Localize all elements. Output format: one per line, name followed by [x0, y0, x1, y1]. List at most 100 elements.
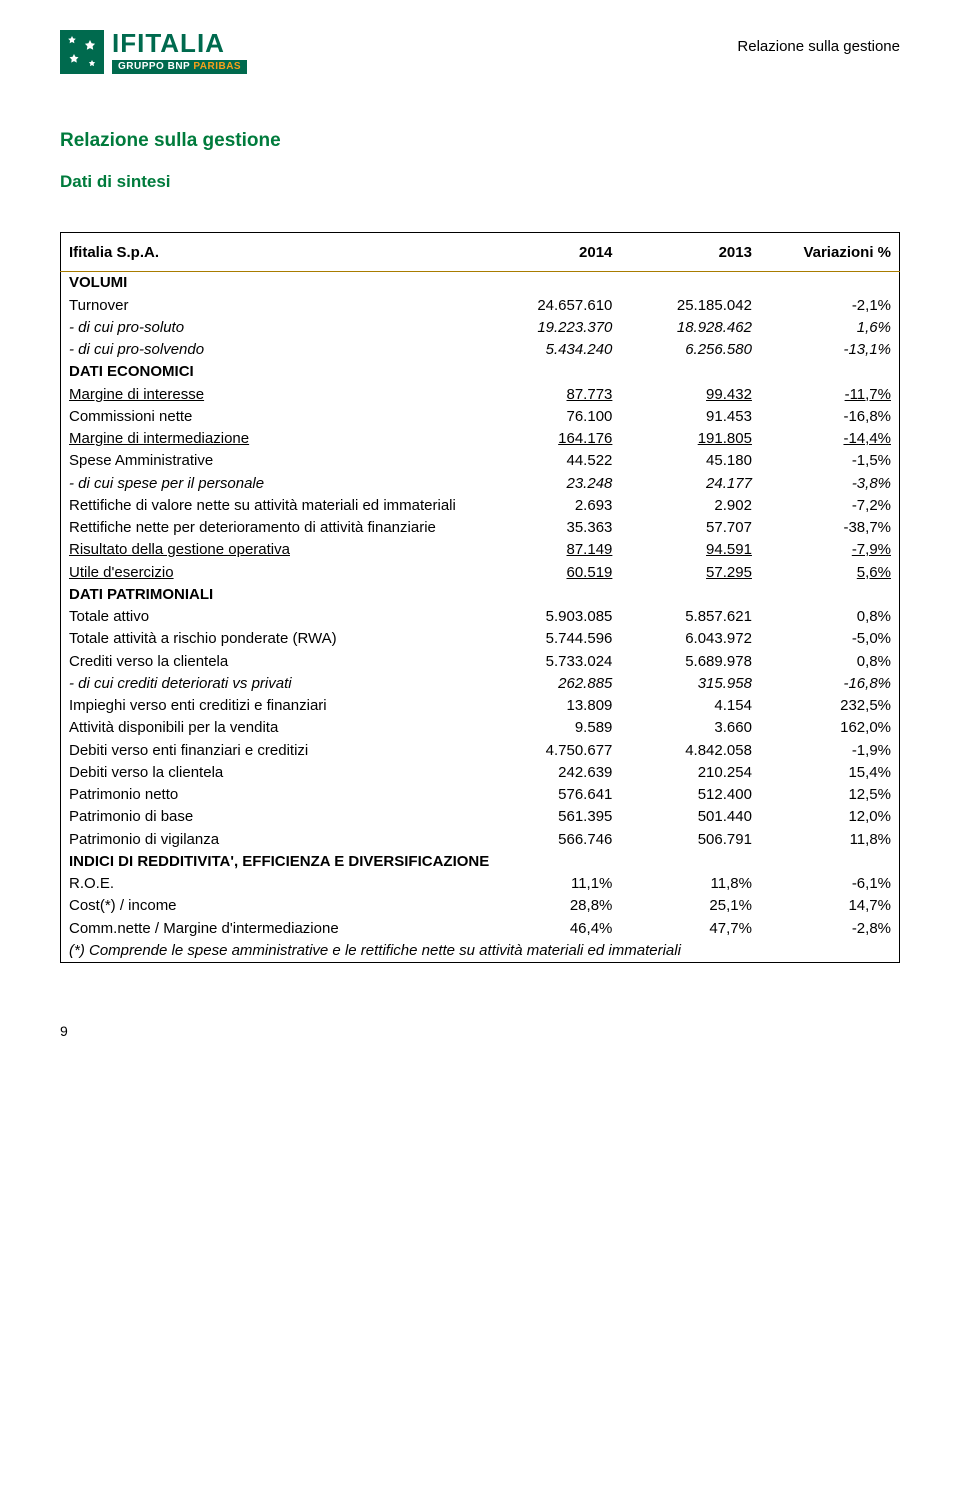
row-value: 24.177 — [620, 473, 760, 495]
row-value: 4.750.677 — [481, 740, 621, 762]
row-label: Comm.nette / Margine d'intermediazione — [61, 918, 481, 940]
section-title-row: VOLUMI — [61, 272, 900, 295]
table-row: R.O.E.11,1%11,8%-6,1% — [61, 873, 900, 895]
company-name: Ifitalia S.p.A. — [61, 233, 481, 272]
table-row: Totale attività a rischio ponderate (RWA… — [61, 628, 900, 650]
section-title: VOLUMI — [61, 272, 900, 295]
row-value: 0,8% — [760, 606, 900, 628]
row-value: 24.657.610 — [481, 295, 621, 317]
table-row: Debiti verso enti finanziari e creditizi… — [61, 740, 900, 762]
row-label: Margine di interesse — [61, 384, 481, 406]
table-row: Rettifiche nette per deterioramento di a… — [61, 517, 900, 539]
row-label: Turnover — [61, 295, 481, 317]
row-value: 162,0% — [760, 717, 900, 739]
row-value: 12,0% — [760, 806, 900, 828]
row-label: Crediti verso la clientela — [61, 651, 481, 673]
row-value: 4.154 — [620, 695, 760, 717]
row-value: 262.885 — [481, 673, 621, 695]
row-value: 45.180 — [620, 450, 760, 472]
table-row: Utile d'esercizio60.51957.2955,6% — [61, 562, 900, 584]
row-value: 47,7% — [620, 918, 760, 940]
table-row: Impieghi verso enti creditizi e finanzia… — [61, 695, 900, 717]
row-label: Risultato della gestione operativa — [61, 539, 481, 561]
row-label: - di cui crediti deteriorati vs privati — [61, 673, 481, 695]
row-value: 91.453 — [620, 406, 760, 428]
row-value: -16,8% — [760, 673, 900, 695]
row-value: 5.744.596 — [481, 628, 621, 650]
row-value: 57.707 — [620, 517, 760, 539]
row-value: 94.591 — [620, 539, 760, 561]
page-heading: Relazione sulla gestione — [60, 130, 900, 152]
table-row: - di cui crediti deteriorati vs privati2… — [61, 673, 900, 695]
table-row: Margine di intermediazione164.176191.805… — [61, 428, 900, 450]
table-row: Patrimonio di vigilanza566.746506.79111,… — [61, 829, 900, 851]
table-row: Risultato della gestione operativa87.149… — [61, 539, 900, 561]
table-row: Comm.nette / Margine d'intermediazione46… — [61, 918, 900, 940]
row-value: -7,2% — [760, 495, 900, 517]
table-row: Commissioni nette76.10091.453-16,8% — [61, 406, 900, 428]
row-value: 60.519 — [481, 562, 621, 584]
row-value: 12,5% — [760, 784, 900, 806]
row-label: Totale attivo — [61, 606, 481, 628]
row-value: 561.395 — [481, 806, 621, 828]
row-label: R.O.E. — [61, 873, 481, 895]
row-value: 13.809 — [481, 695, 621, 717]
table-row: Patrimonio di base561.395501.44012,0% — [61, 806, 900, 828]
table-row: Rettifiche di valore nette su attività m… — [61, 495, 900, 517]
row-value: 87.773 — [481, 384, 621, 406]
section-title: DATI PATRIMONIALI — [61, 584, 900, 606]
section-title-row: INDICI DI REDDITIVITA', EFFICIENZA E DIV… — [61, 851, 900, 873]
row-value: 2.902 — [620, 495, 760, 517]
row-value: 506.791 — [620, 829, 760, 851]
footnote-row: (*) Comprende le spese amministrative e … — [61, 940, 900, 963]
table-row: Spese Amministrative44.52245.180-1,5% — [61, 450, 900, 472]
row-value: 5.434.240 — [481, 339, 621, 361]
row-value: 0,8% — [760, 651, 900, 673]
row-value: 5.857.621 — [620, 606, 760, 628]
row-value: 5.903.085 — [481, 606, 621, 628]
row-value: 242.639 — [481, 762, 621, 784]
section-title-row: DATI ECONOMICI — [61, 361, 900, 383]
table-row: - di cui pro-soluto19.223.37018.928.4621… — [61, 317, 900, 339]
table-row: Crediti verso la clientela5.733.0245.689… — [61, 651, 900, 673]
row-label: Rettifiche di valore nette su attività m… — [61, 495, 481, 517]
row-value: 512.400 — [620, 784, 760, 806]
table-row: Margine di interesse87.77399.432-11,7% — [61, 384, 900, 406]
row-label: Commissioni nette — [61, 406, 481, 428]
logo-stars-icon — [60, 30, 104, 74]
table-row: Cost(*) / income28,8%25,1%14,7% — [61, 895, 900, 917]
logo-main: IFITALIA — [112, 30, 247, 56]
footnote: (*) Comprende le spese amministrative e … — [61, 940, 900, 963]
row-value: 35.363 — [481, 517, 621, 539]
row-label: Margine di intermediazione — [61, 428, 481, 450]
row-value: 315.958 — [620, 673, 760, 695]
top-right-label: Relazione sulla gestione — [737, 38, 900, 55]
row-value: 5,6% — [760, 562, 900, 584]
row-value: 25.185.042 — [620, 295, 760, 317]
row-value: 11,1% — [481, 873, 621, 895]
row-value: 87.149 — [481, 539, 621, 561]
row-label: Debiti verso enti finanziari e creditizi — [61, 740, 481, 762]
row-value: 1,6% — [760, 317, 900, 339]
row-label: Debiti verso la clientela — [61, 762, 481, 784]
row-value: 210.254 — [620, 762, 760, 784]
row-value: 501.440 — [620, 806, 760, 828]
row-value: -5,0% — [760, 628, 900, 650]
table-row: - di cui spese per il personale23.24824.… — [61, 473, 900, 495]
table-row: Totale attivo5.903.0855.857.6210,8% — [61, 606, 900, 628]
row-label: Rettifiche nette per deterioramento di a… — [61, 517, 481, 539]
row-value: 4.842.058 — [620, 740, 760, 762]
row-value: -16,8% — [760, 406, 900, 428]
row-value: 28,8% — [481, 895, 621, 917]
row-value: 2.693 — [481, 495, 621, 517]
col-2014: 2014 — [481, 233, 621, 272]
row-value: 19.223.370 — [481, 317, 621, 339]
row-value: -14,4% — [760, 428, 900, 450]
row-value: 566.746 — [481, 829, 621, 851]
row-label: - di cui pro-solvendo — [61, 339, 481, 361]
row-value: 76.100 — [481, 406, 621, 428]
row-value: 191.805 — [620, 428, 760, 450]
row-value: 3.660 — [620, 717, 760, 739]
row-value: -1,5% — [760, 450, 900, 472]
table-row: Turnover24.657.61025.185.042-2,1% — [61, 295, 900, 317]
